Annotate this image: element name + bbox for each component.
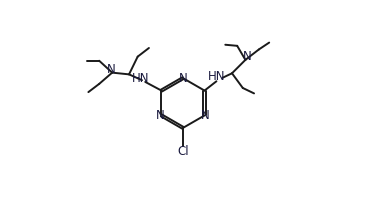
Text: N: N: [156, 109, 165, 122]
Text: N: N: [179, 72, 187, 85]
Text: Cl: Cl: [177, 145, 189, 157]
Text: HN: HN: [208, 70, 225, 83]
Text: N: N: [201, 109, 210, 122]
Text: HN: HN: [132, 72, 149, 85]
Text: N: N: [107, 63, 115, 76]
Text: N: N: [243, 50, 251, 63]
